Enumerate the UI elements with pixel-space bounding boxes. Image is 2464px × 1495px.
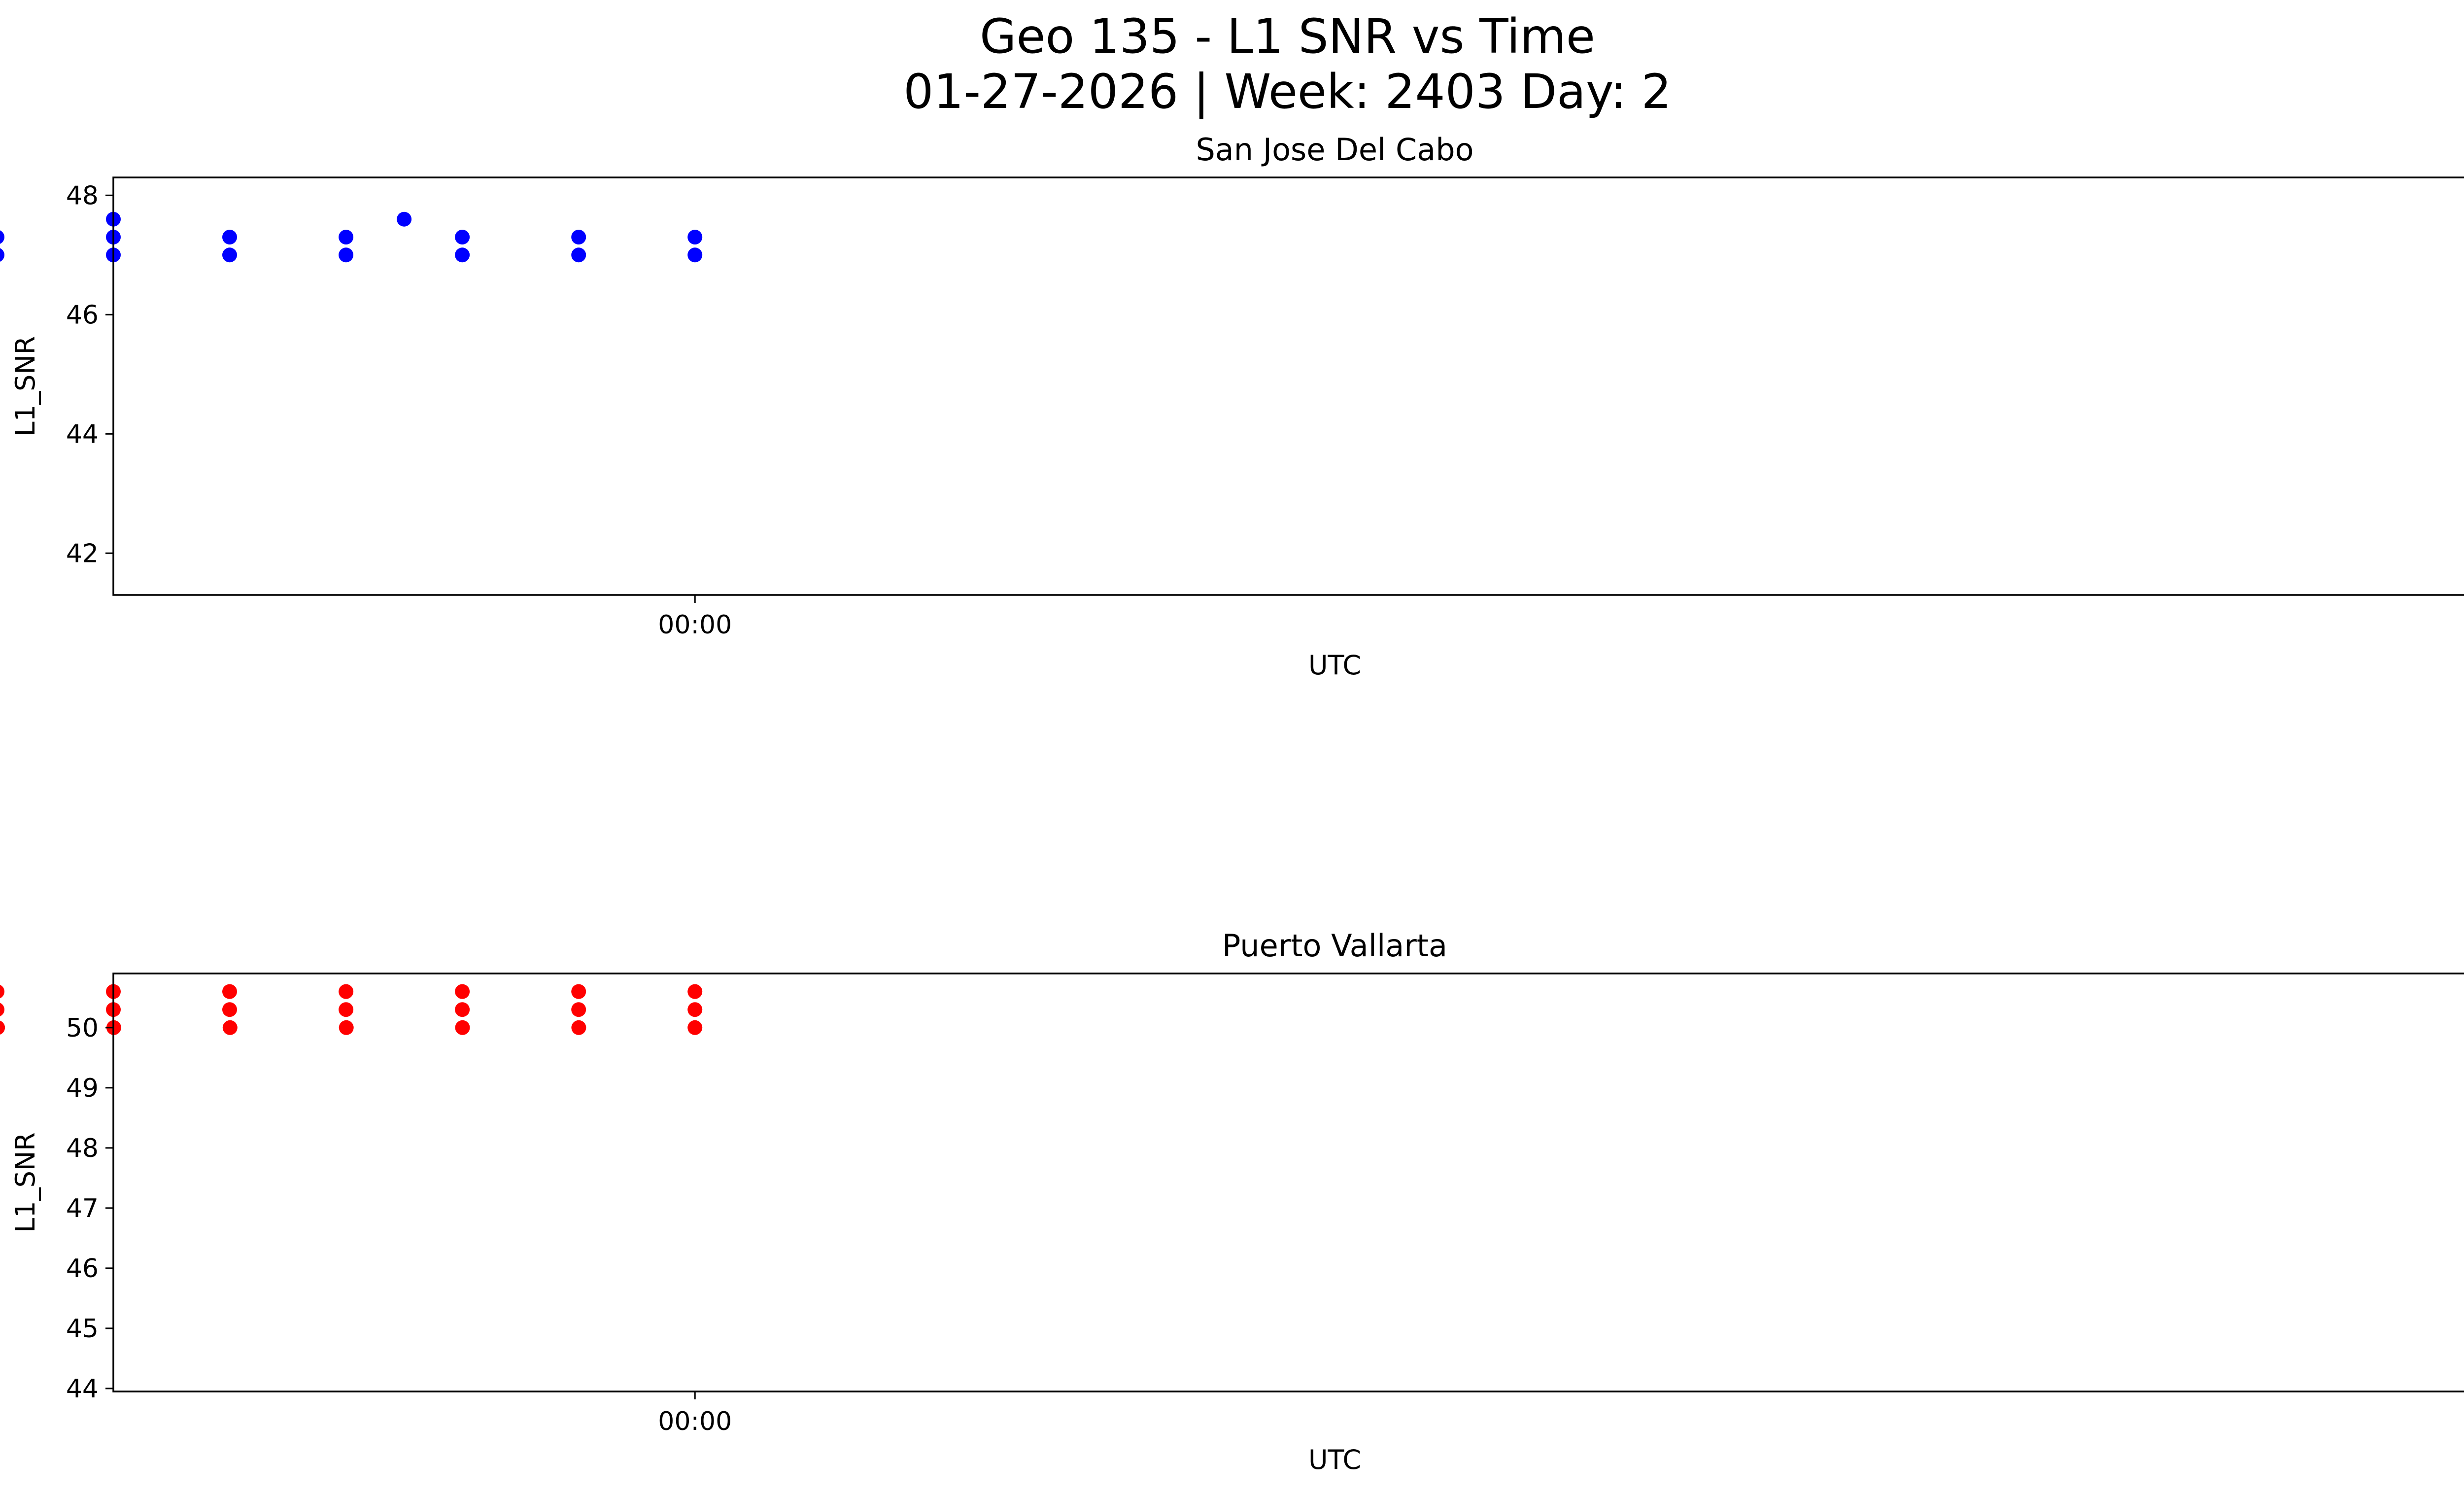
data-point — [687, 230, 702, 244]
data-point — [339, 1020, 354, 1035]
data-point — [571, 247, 586, 262]
data-point — [397, 212, 411, 227]
data-point — [222, 247, 237, 262]
data-point — [0, 1002, 4, 1017]
y-tick-label: 48 — [66, 181, 99, 210]
y-tick-label: 42 — [66, 539, 99, 568]
data-point — [455, 247, 470, 262]
data-point — [571, 984, 586, 999]
y-tick-label: 44 — [66, 1374, 99, 1404]
y-tick-label: 46 — [66, 300, 99, 330]
data-point — [571, 230, 586, 244]
data-point — [222, 984, 237, 999]
panel-san-jose-del-cabo: 00:0003:0006:0009:0012:0015:0018:0021:00… — [0, 132, 2464, 681]
data-point — [455, 984, 470, 999]
data-point — [687, 1020, 702, 1035]
data-point — [0, 230, 4, 244]
y-tick-label: 47 — [66, 1194, 99, 1223]
y-tick-label: 46 — [66, 1254, 99, 1284]
data-point — [339, 247, 353, 262]
data-point — [222, 230, 237, 244]
panel-puerto-vallarta: 00:0003:0006:0009:0012:0015:0018:0021:00… — [0, 928, 2464, 1475]
axes-frame — [113, 973, 2464, 1391]
data-point — [222, 1002, 237, 1017]
data-point — [455, 1020, 470, 1035]
subplot-title: San Jose Del Cabo — [1196, 132, 1473, 168]
data-point — [339, 984, 353, 999]
data-point — [455, 230, 470, 244]
data-point — [687, 247, 702, 262]
data-point — [455, 1002, 470, 1017]
y-tick-label: 44 — [66, 419, 99, 449]
data-point — [339, 1002, 353, 1017]
x-axis-label: UTC — [1308, 1444, 1361, 1475]
y-tick-label: 49 — [66, 1074, 99, 1103]
data-point — [0, 1020, 5, 1035]
y-axis-label: L1_SNR — [10, 336, 41, 437]
data-point — [571, 1002, 586, 1017]
x-tick-label: 00:00 — [658, 1407, 732, 1436]
y-tick-label: 50 — [66, 1013, 99, 1043]
data-point — [571, 1020, 586, 1035]
data-point — [0, 247, 4, 262]
data-point — [687, 1002, 702, 1017]
y-tick-label: 48 — [66, 1134, 99, 1163]
x-axis-label: UTC — [1308, 650, 1361, 681]
data-point — [223, 1020, 238, 1035]
y-axis-label: L1_SNR — [10, 1132, 41, 1233]
y-tick-label: 45 — [66, 1314, 99, 1344]
subplot-title: Puerto Vallarta — [1222, 928, 1447, 964]
x-tick-label: 00:00 — [658, 610, 732, 640]
data-point — [687, 984, 702, 999]
data-point — [339, 230, 353, 244]
data-point — [0, 984, 4, 999]
